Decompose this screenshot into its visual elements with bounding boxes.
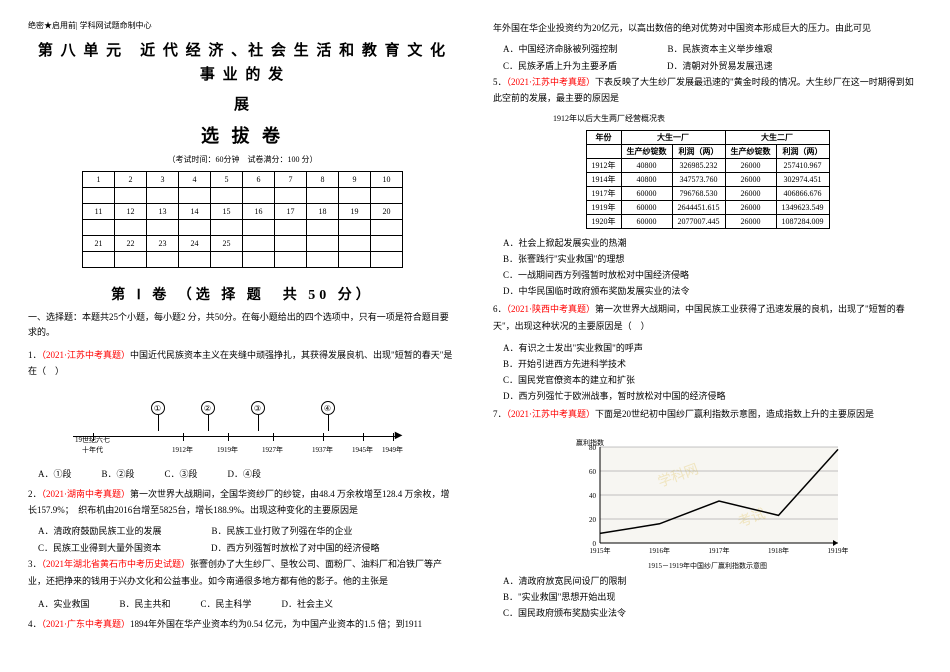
q5-opt-b: B．张謇践行"实业救国"的理想 — [503, 251, 922, 267]
section1-instruction: 一、选择题：本题共25个小题，每小题2 分，共50分。在每小题给出的四个选项中，… — [28, 310, 457, 341]
q5-source: （2021·江苏中考真题） — [507, 77, 596, 87]
q6-opt-d: D．西方列强忙于欧洲战事，暂时放松对中国的经济侵略 — [503, 388, 922, 404]
q4-options-cd: C．民族矛盾上升为主要矛盾 D．清朝对外贸易发展迅速 — [493, 59, 922, 72]
q7-opt-a: A．清政府放宽民间设厂的限制 — [503, 573, 922, 589]
q4-text: 1894年外国在华产业资本约为0.54 亿元，为中国产业资本的1.5 倍；到19… — [130, 619, 422, 629]
question-4: 4．（2021·广东中考真题）1894年外国在华产业资本约为0.54 亿元，为中… — [28, 616, 457, 632]
q2-opt-b: B．民族工业打败了列强在华的企业 — [212, 524, 353, 537]
svg-text:40: 40 — [589, 492, 597, 500]
q2-options-ab: A．清政府鼓励民族工业的发展 B．民族工业打败了列强在华的企业 — [28, 524, 457, 537]
question-1: 1．（2021·江苏中考真题）中国近代民族资本主义在夹缝中顽强挣扎，其获得发展良… — [28, 347, 457, 379]
q3-opt-a: A．实业救国 — [38, 597, 90, 610]
q6-opt-c: C．国民党官僚资本的建立和扩张 — [503, 372, 922, 388]
selection-title: 选 拔 卷 — [28, 122, 457, 148]
dasheng-data-table: 年份 大生一厂 大生二厂 生产纱锭数 利润（两） 生产纱锭数 利润（两） 191… — [586, 130, 830, 229]
q6-options: A．有识之士发出"实业救国"的呼声 B．开始引进西方先进科学技术 C．国民党官僚… — [493, 340, 922, 405]
question-2: 2．（2021·湖南中考真题）第一次世界大战期间，全国华资纱厂的纱锭，由48.4… — [28, 486, 457, 518]
q7-text: 下面是20世纪初中国纱厂赢利指数示意图，造成指数上升的主要原因是 — [595, 409, 874, 419]
q6-opt-b: B．开始引进西方先进科学技术 — [503, 356, 922, 372]
q5-options: A．社会上掀起发展实业的热潮 B．张謇践行"实业救国"的理想 C．一战期间西方列… — [493, 235, 922, 300]
q2-opt-c: C．民族工业得到大量外国资本 — [38, 541, 161, 554]
q3-source: （2021年湖北省黄石市中考历史试题） — [42, 559, 191, 569]
answer-row-1: 12345678910 — [83, 172, 403, 188]
profit-index-chart: 学科网考试020406080赢利指数1915年1916年1917年1918年19… — [568, 433, 848, 563]
dt-row: 1914年40800347573.76026000302974.451 — [586, 172, 829, 186]
question-7: 7．（2021·江苏中考真题）下面是20世纪初中国纱厂赢利指数示意图，造成指数上… — [493, 406, 922, 422]
q5-prefix: 5． — [493, 77, 507, 87]
q2-opt-d: D．西方列强暂时放松了对中国的经济侵略 — [211, 541, 380, 554]
question-3: 3．（2021年湖北省黄石市中考历史试题）张謇创办了大生纱厂、垦牧公司、面粉厂、… — [28, 556, 457, 588]
svg-text:赢利指数: 赢利指数 — [576, 438, 604, 447]
question-5: 5．（2021·江苏中考真题）下表反映了大生纱厂发展最迅速的"黄金时段的情况。大… — [493, 74, 922, 106]
q5-opt-d: D．中华民国临时政府颁布奖励发展实业的法令 — [503, 283, 922, 299]
svg-text:1919年: 1919年 — [827, 546, 848, 555]
dt-header1: 年份 大生一厂 大生二厂 — [586, 130, 829, 144]
dt-row: 1917年60000796768.53026000406866.676 — [586, 186, 829, 200]
q2-options-cd: C．民族工业得到大量外国资本 D．西方列强暂时放松了对中国的经济侵略 — [28, 541, 457, 554]
dt-row: 1919年600002644451.615260001349623.549 — [586, 200, 829, 214]
svg-text:1916年: 1916年 — [649, 546, 670, 555]
answer-row-3: 2122232425 — [83, 236, 403, 252]
q6-source: （2021·陕西中考真题） — [507, 304, 596, 314]
answer-row-3-blank — [83, 252, 403, 268]
q3-opt-c: C．民主科学 — [201, 597, 252, 610]
svg-text:60: 60 — [589, 468, 597, 476]
q4-opt-d: D．清朝对外贸易发展迅速 — [667, 59, 773, 72]
dt-header2: 生产纱锭数 利润（两） 生产纱锭数 利润（两） — [586, 144, 829, 158]
q4-options-ab: A．中国经济命脉被列强控制 B．民族资本主义举步维艰 — [493, 42, 922, 55]
q1-opt-a: A．①段 — [38, 467, 72, 480]
dt-row: 1920年600002077007.445260001087284.009 — [586, 214, 829, 228]
q4-continuation: 年外国在华企业投资约为20亿元，以高出数倍的绝对优势对中国资本形成巨大的压力。由… — [493, 20, 922, 36]
q4-opt-c: C．民族矛盾上升为主要矛盾 — [503, 59, 617, 72]
confidential-notice: 绝密★启用前| 学科网试题命制中心 — [28, 20, 457, 31]
q4-opt-a: A．中国经济命脉被列强控制 — [503, 42, 618, 55]
answer-row-2: 11121314151617181920 — [83, 204, 403, 220]
svg-text:1918年: 1918年 — [768, 546, 789, 555]
q3-opt-b: B．民主共和 — [120, 597, 171, 610]
answer-row-2-blank — [83, 220, 403, 236]
q1-source: （2021·江苏中考真题） — [42, 350, 131, 360]
q7-prefix: 7． — [493, 409, 507, 419]
answer-grid: 12345678910 11121314151617181920 2122232… — [82, 171, 403, 268]
q1-opt-c: C．③段 — [165, 467, 198, 480]
q5-opt-a: A．社会上掀起发展实业的热潮 — [503, 235, 922, 251]
svg-text:1915年: 1915年 — [589, 546, 610, 555]
q7-source: （2021·江苏中考真题） — [507, 409, 596, 419]
exam-info: （考试时间：60分钟 试卷满分：100 分） — [28, 154, 457, 165]
q6-opt-a: A．有识之士发出"实业救国"的呼声 — [503, 340, 922, 356]
unit-title-line1: 第 八 单 元 近 代 经 济 、社 会 生 活 和 教 育 文 化 事 业 的… — [28, 39, 457, 87]
unit-title-line2: 展 — [28, 93, 457, 114]
q3-prefix: 3． — [28, 559, 42, 569]
q3-opt-d: D．社会主义 — [282, 597, 334, 610]
q7-opt-b: B．"实业救国"思想开始出现 — [503, 589, 922, 605]
q4-source: （2021·广东中考真题） — [42, 619, 131, 629]
dt-row: 1912年40800326985.23226000257410.967 — [586, 158, 829, 172]
q2-opt-a: A．清政府鼓励民族工业的发展 — [38, 524, 162, 537]
timeline-diagram: ▶ ① ② ③ ④ 19世纪六七十年代 1912年 1919年 1927年 19… — [73, 391, 413, 455]
left-column: 绝密★启用前| 学科网试题命制中心 第 八 单 元 近 代 经 济 、社 会 生… — [28, 20, 457, 652]
q1-prefix: 1． — [28, 350, 42, 360]
q5-opt-c: C．一战期间西方列强暂时放松对中国经济侵略 — [503, 267, 922, 283]
question-6: 6．（2021·陕西中考真题）第一次世界大战期间，中国民族工业获得了迅速发展的良… — [493, 301, 922, 333]
q2-source: （2021·湖南中考真题） — [42, 489, 131, 499]
answer-row-1-blank — [83, 188, 403, 204]
q6-prefix: 6． — [493, 304, 507, 314]
q2-prefix: 2． — [28, 489, 42, 499]
q3-options: A．实业救国 B．民主共和 C．民主科学 D．社会主义 — [28, 597, 457, 610]
section1-title: 第 Ⅰ 卷 （选 择 题 共 50 分） — [28, 284, 457, 304]
data-table-caption: 1912年以后大生两厂经营概况表 — [553, 113, 922, 124]
svg-text:1917年: 1917年 — [708, 546, 729, 555]
q1-opt-b: B．②段 — [102, 467, 135, 480]
q4-prefix: 4． — [28, 619, 42, 629]
q1-opt-d: D．④段 — [228, 467, 262, 480]
q1-options: A．①段 B．②段 C．③段 D．④段 — [28, 467, 457, 480]
svg-text:20: 20 — [589, 516, 597, 524]
q7-opt-c: C．国民政府颁布奖励实业法令 — [503, 605, 922, 621]
q7-options: A．清政府放宽民间设厂的限制 B．"实业救国"思想开始出现 C．国民政府颁布奖励… — [493, 573, 922, 622]
q4-opt-b: B．民族资本主义举步维艰 — [668, 42, 773, 55]
right-column: 年外国在华企业投资约为20亿元，以高出数倍的绝对优势对中国资本形成巨大的压力。由… — [493, 20, 922, 652]
